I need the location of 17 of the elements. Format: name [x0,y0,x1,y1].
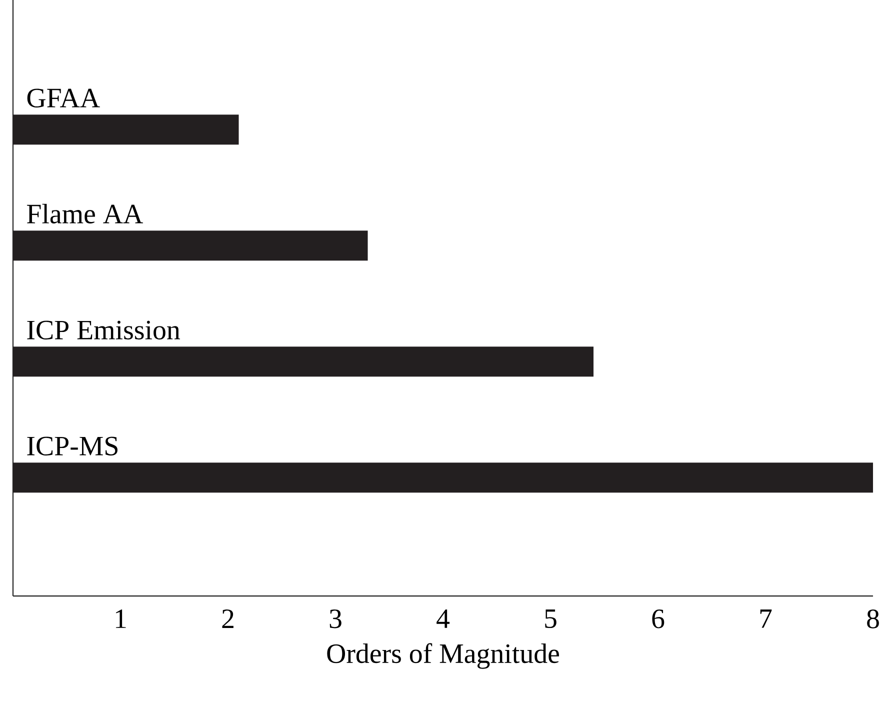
bar [13,346,594,377]
y-tick-label: Flame AA [26,204,143,224]
y-tick-label: GFAA [27,88,100,108]
x-tick-label: 4 [436,610,450,628]
y-tick-label: ICP Emission [27,320,180,340]
x-tick-label: 1 [116,610,126,628]
x-tick-label: 8 [867,610,879,628]
bar [13,230,368,261]
bar [13,114,239,145]
x-axis-title: Orders of Magnitude [327,643,559,669]
x-tick-label: 7 [760,610,772,628]
x-tick-label: 3 [330,610,342,628]
y-tick-label: ICP-MS [27,436,118,456]
bar [13,462,874,493]
x-tick-label: 5 [545,610,556,628]
x-tick-label: 2 [222,610,234,628]
x-tick-label: 6 [652,610,664,628]
